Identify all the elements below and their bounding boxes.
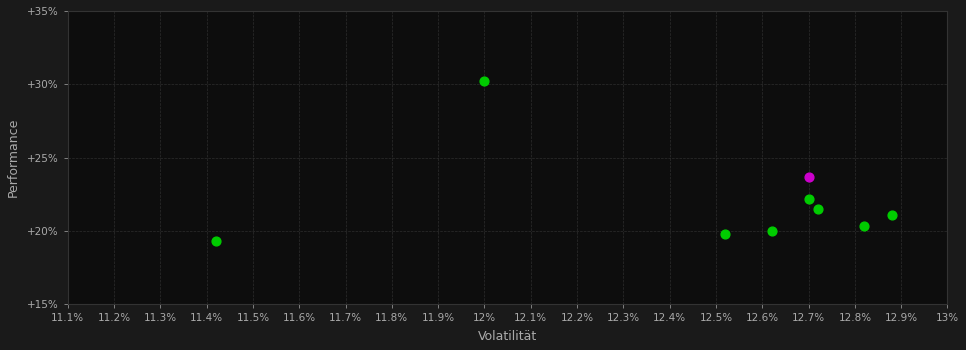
Point: [208, 238, 223, 244]
X-axis label: Volatilität: Volatilität: [478, 330, 537, 343]
Point: [476, 78, 492, 84]
Point: [810, 206, 826, 212]
Point: [718, 231, 733, 237]
Point: [884, 212, 899, 217]
Point: [801, 196, 816, 201]
Point: [764, 228, 780, 233]
Y-axis label: Performance: Performance: [7, 118, 20, 197]
Point: [857, 224, 872, 229]
Point: [801, 174, 816, 179]
